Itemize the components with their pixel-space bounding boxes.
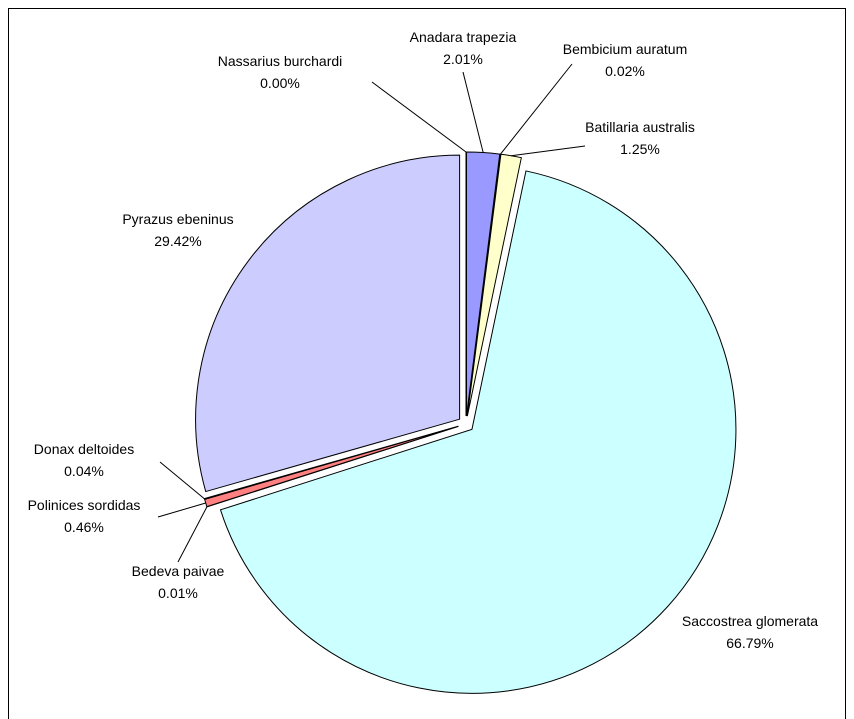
slice-label: Polinices sordidas (28, 497, 141, 513)
leader-line (511, 145, 586, 157)
slice-value-label: 29.42% (154, 233, 201, 249)
leader-line (500, 63, 573, 155)
pie-slice (466, 153, 522, 417)
slice-label: Batillaria australis (585, 119, 695, 135)
slice-value-label: 0.00% (260, 75, 300, 91)
slice-label: Bedeva paivae (132, 563, 225, 579)
slice-label: Donax deltoides (34, 441, 134, 457)
slice-value-label: 2.01% (443, 51, 483, 67)
leader-line (177, 506, 208, 563)
slice-value-label: 1.25% (620, 141, 660, 157)
slice-value-label: 0.46% (64, 519, 104, 535)
slice-value-label: 66.79% (726, 635, 773, 651)
leader-line (157, 502, 206, 518)
leader-line (371, 81, 467, 153)
slice-value-label: 0.04% (64, 463, 104, 479)
pie-slice (195, 154, 461, 493)
leader-line (462, 71, 484, 153)
slice-label: Anadara trapezia (410, 29, 517, 45)
slice-label: Saccostrea glomerata (682, 613, 818, 629)
leader-line (159, 461, 205, 500)
slice-value-label: 0.02% (605, 63, 645, 79)
slice-label: Pyrazus ebeninus (122, 211, 233, 227)
slice-value-label: 0.01% (158, 585, 198, 601)
slice-label: Nassarius burchardi (218, 53, 343, 69)
pie-slice (219, 170, 737, 694)
slice-label: Bembicium auratum (563, 41, 688, 57)
